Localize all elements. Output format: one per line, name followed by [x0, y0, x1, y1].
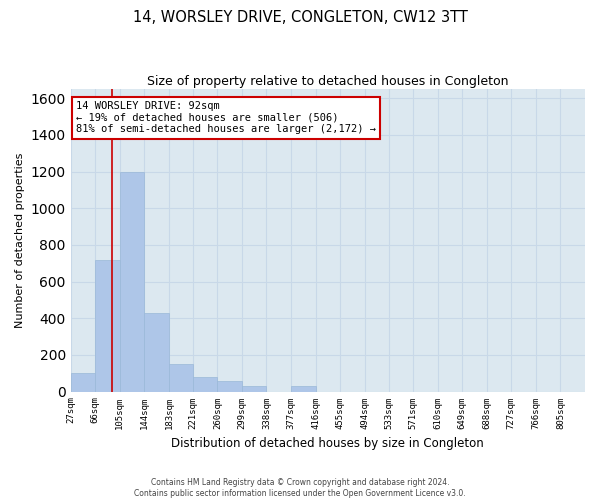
Y-axis label: Number of detached properties: Number of detached properties: [15, 152, 25, 328]
Bar: [145, 313, 169, 392]
Text: Contains HM Land Registry data © Crown copyright and database right 2024.
Contai: Contains HM Land Registry data © Crown c…: [134, 478, 466, 498]
Title: Size of property relative to detached houses in Congleton: Size of property relative to detached ho…: [147, 75, 509, 88]
Bar: [193, 377, 217, 392]
Text: 14, WORSLEY DRIVE, CONGLETON, CW12 3TT: 14, WORSLEY DRIVE, CONGLETON, CW12 3TT: [133, 10, 467, 25]
Bar: [120, 172, 145, 392]
Bar: [95, 260, 120, 392]
Bar: [217, 380, 242, 392]
Bar: [71, 373, 95, 392]
Bar: [169, 364, 193, 392]
Bar: [242, 386, 266, 392]
X-axis label: Distribution of detached houses by size in Congleton: Distribution of detached houses by size …: [172, 437, 484, 450]
Bar: [291, 386, 316, 392]
Text: 14 WORSLEY DRIVE: 92sqm
← 19% of detached houses are smaller (506)
81% of semi-d: 14 WORSLEY DRIVE: 92sqm ← 19% of detache…: [76, 102, 376, 134]
